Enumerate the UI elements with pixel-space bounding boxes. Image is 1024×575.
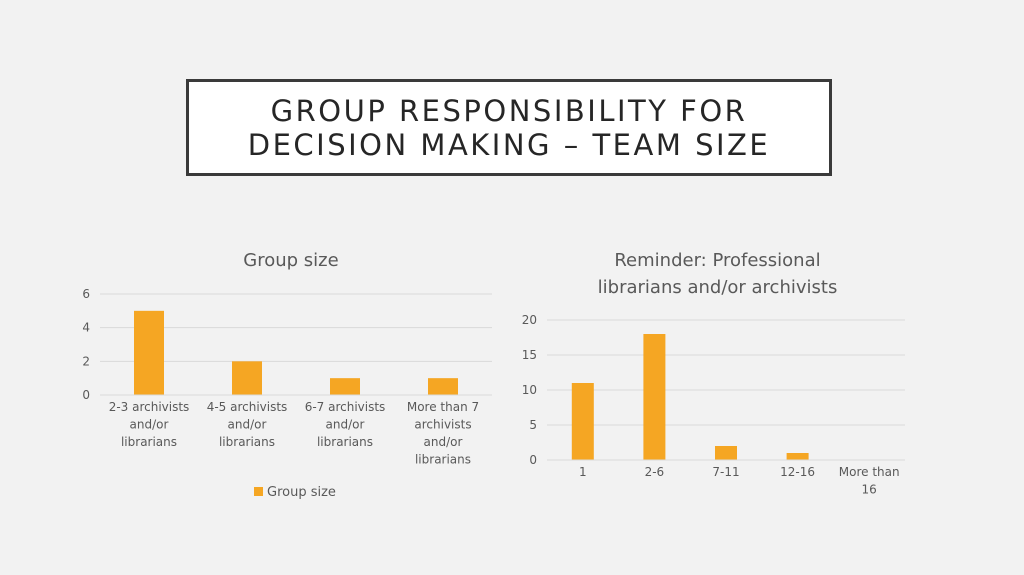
slide-title: GROUP RESPONSIBILITY FOR DECISION MAKING… [247, 93, 771, 162]
slide-title-box: GROUP RESPONSIBILITY FOR DECISION MAKING… [186, 79, 832, 176]
bar [643, 334, 666, 460]
x-tick-label: 2-6 [645, 465, 665, 479]
bar [134, 310, 164, 395]
chart-group-size: 0 2 4 6 2-3 archivists and/or librarians 4-5 ar… [82, 287, 492, 500]
x-tick-label: 7-11 [712, 465, 739, 479]
x-tick-label: 2-3 archivists and/or librarians [109, 400, 190, 449]
legend-label: Group size [267, 485, 336, 500]
y-tick-label: 15 [522, 348, 537, 362]
bar [571, 383, 594, 460]
x-tick-label: More than 16 [839, 465, 900, 497]
bar [715, 446, 737, 460]
bar [232, 361, 262, 395]
bar [786, 453, 809, 460]
y-tick-label: 5 [529, 418, 537, 432]
chart2-title: Reminder: Professional librarians and/or… [597, 250, 838, 298]
y-tick-label: 2 [82, 354, 90, 368]
y-tick-label: 0 [82, 388, 90, 402]
x-tick-label: 12-16 [780, 465, 815, 479]
legend-swatch [254, 487, 263, 496]
x-tick-label: 4-5 archivists and/or librarians [207, 400, 288, 449]
y-tick-label: 20 [522, 313, 537, 327]
y-tick-label: 10 [522, 383, 537, 397]
bar [428, 378, 458, 395]
x-tick-label: More than 7 archivists and/or librarians [407, 400, 479, 467]
y-tick-label: 0 [529, 453, 537, 467]
y-tick-label: 4 [82, 321, 90, 335]
chart1-title: Group size [243, 250, 339, 271]
y-tick-label: 6 [82, 287, 90, 301]
chart-professional-staff: 0 5 10 15 20 1 2-6 7-11 12-16 More than 16 [522, 313, 905, 497]
x-tick-label: 6-7 archivists and/or librarians [305, 400, 386, 449]
bar [330, 378, 360, 395]
x-tick-label: 1 [579, 465, 587, 479]
